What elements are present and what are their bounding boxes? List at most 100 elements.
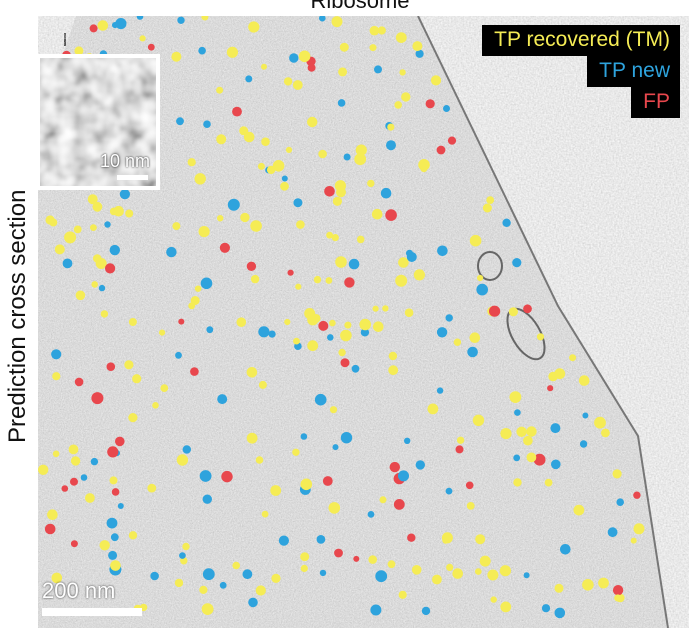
marker-fp (318, 320, 329, 331)
marker-tp-recovered (420, 165, 428, 173)
marker-tp-recovered (188, 302, 196, 310)
marker-fp (353, 555, 360, 562)
marker-tp-recovered (509, 391, 522, 403)
marker-tp-recovered (466, 502, 475, 510)
marker-fp (44, 523, 56, 535)
marker-tp-new (550, 423, 561, 434)
marker-tp-recovered (194, 285, 202, 292)
scale-bar-label: 200 nm (42, 578, 116, 603)
marker-tp-recovered (388, 351, 398, 361)
marker-tp-recovered (90, 224, 97, 232)
marker-fp (455, 445, 464, 454)
marker-tp-recovered (99, 540, 110, 551)
marker-tp-new (374, 65, 382, 74)
marker-tp-recovered (240, 212, 250, 223)
marker-tp-recovered (369, 25, 380, 36)
marker-tp-recovered (479, 555, 491, 567)
legend: TP recovered (TM) TP new FP (482, 25, 680, 118)
marker-tp-recovered (70, 456, 81, 466)
marker-tp-recovered (630, 537, 637, 544)
marker-tp-recovered (97, 20, 109, 31)
marker-tp-new (360, 328, 370, 337)
marker-tp-new (445, 314, 453, 322)
marker-tp-recovered (132, 374, 142, 384)
marker-tp-new (150, 571, 159, 581)
marker-tp-new (337, 99, 346, 107)
marker-tp-new (109, 244, 121, 256)
marker-tp-new (219, 581, 227, 589)
marker-tp-new (112, 22, 119, 29)
marker-tp-recovered (255, 585, 266, 596)
marker-tp-recovered (356, 235, 365, 244)
marker-tp-recovered (359, 318, 372, 331)
marker-tp-new (514, 409, 521, 416)
marker-tp-recovered (124, 360, 134, 370)
marker-tp-recovered (51, 572, 63, 584)
marker-tp-recovered (335, 256, 347, 268)
marker-fp (246, 261, 257, 271)
marker-tp-recovered (469, 234, 482, 247)
marker-tp-new (370, 604, 382, 616)
marker-fp (389, 461, 400, 473)
marker-tp-recovered (399, 69, 406, 76)
marker-tp-recovered (355, 144, 367, 156)
marker-tp-new (332, 444, 339, 451)
marker-tp-new (80, 474, 88, 481)
marker-tp-recovered (270, 485, 282, 496)
marker-tp-recovered (171, 51, 182, 62)
marker-tp-recovered (395, 32, 407, 43)
marker-tp-recovered (216, 86, 224, 94)
marker-tp-new (175, 351, 182, 359)
marker-tp-recovered (272, 160, 285, 172)
marker-tp-new (437, 245, 448, 257)
marker-fp (287, 269, 294, 276)
marker-fp (178, 318, 185, 325)
marker-tp-recovered (85, 493, 95, 503)
marker-tp-new (375, 570, 388, 583)
marker-tp-new (203, 120, 211, 128)
marker-tp-recovered (201, 16, 209, 21)
marker-tp-new (443, 105, 450, 112)
marker-tp-recovered (344, 321, 352, 329)
marker-tp-new (327, 334, 334, 341)
marker-tp-recovered (387, 560, 396, 569)
marker-tp-new (421, 606, 431, 616)
marker-tp-recovered (285, 146, 293, 153)
marker-fp (447, 136, 457, 145)
marker-tp-recovered (446, 563, 454, 572)
marker-tp-recovered (453, 338, 462, 346)
marker-tp-recovered (411, 565, 422, 575)
marker-tp-recovered (582, 579, 594, 591)
marker-tp-recovered (368, 555, 378, 564)
marker-tp-recovered (382, 305, 389, 312)
marker-tp-recovered (258, 380, 267, 389)
marker-tp-new (227, 198, 240, 211)
marker-tp-recovered (340, 329, 352, 342)
marker-tp-recovered (73, 225, 82, 234)
marker-tp-new (616, 498, 624, 507)
marker-fp (219, 242, 230, 253)
inset-scale-bar (117, 175, 148, 180)
marker-tp-recovered (64, 231, 77, 244)
marker-tp-recovered (475, 534, 486, 545)
marker-tp-recovered (395, 274, 408, 287)
marker-tp-recovered (125, 209, 134, 218)
marker-tp-recovered (598, 577, 609, 589)
marker-tp-recovered (284, 318, 291, 326)
marker-tp-recovered (612, 469, 622, 479)
marker-tp-recovered (554, 583, 564, 593)
marker-tp-new (415, 460, 425, 470)
marker-tp-new (406, 249, 413, 257)
marker-tp-new (436, 387, 444, 394)
marker-tp-new (104, 221, 111, 228)
marker-tp-new (176, 117, 184, 126)
marker-tp-recovered (594, 416, 606, 429)
marker-fp (147, 43, 155, 51)
marker-tp-recovered (578, 375, 590, 386)
marker-tp-recovered (296, 220, 305, 229)
marker-tp-recovered (246, 432, 258, 444)
y-axis-label: Prediction cross section (4, 189, 31, 443)
marker-fp (547, 385, 554, 392)
marker-tp-new (245, 75, 253, 83)
marker-tp-recovered (332, 196, 342, 206)
